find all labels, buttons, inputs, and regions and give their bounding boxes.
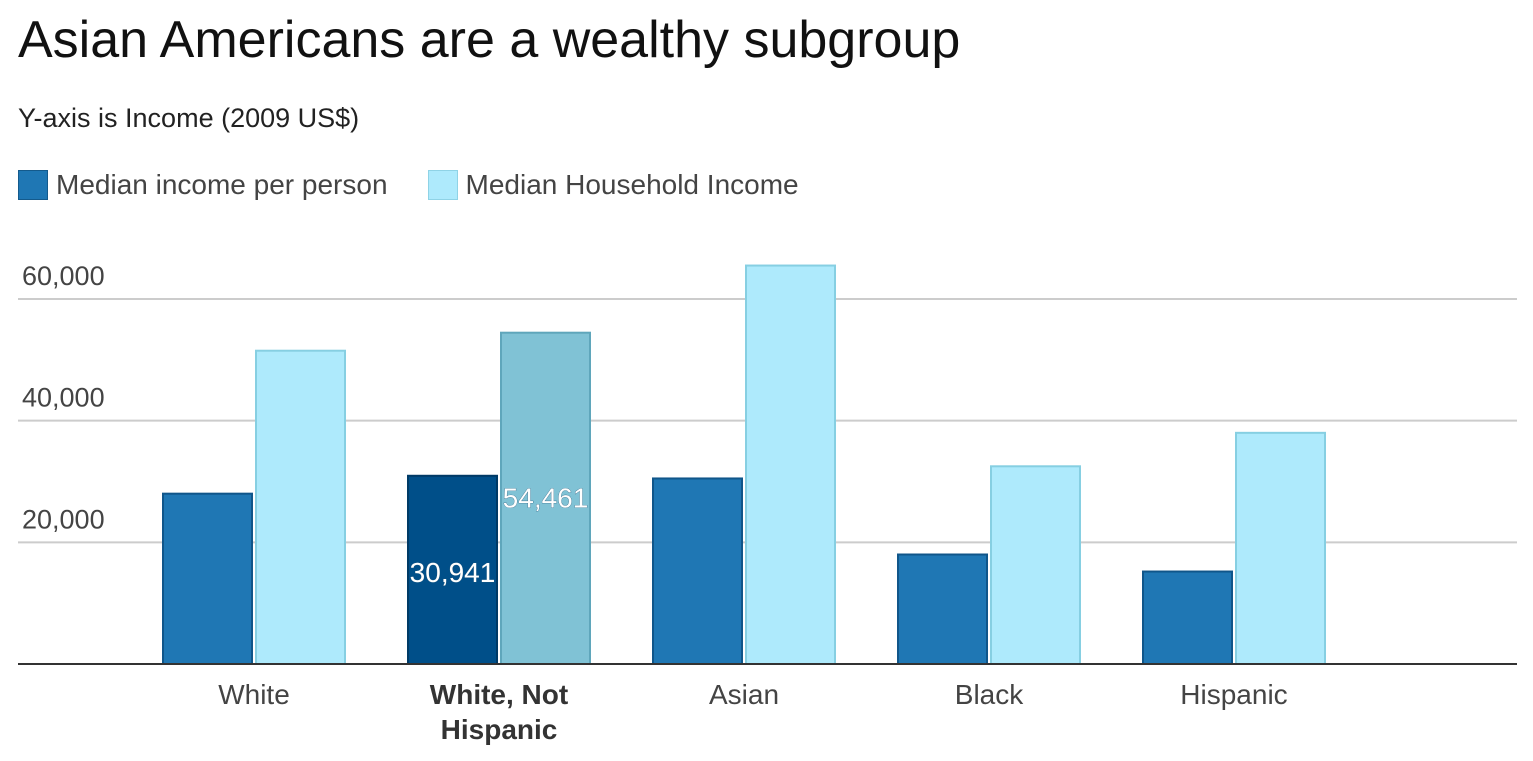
bar[interactable]: [162, 492, 253, 665]
chart-title: Asian Americans are a wealthy subgroup: [18, 11, 961, 69]
legend: Median income per person Median Househol…: [18, 168, 839, 202]
bar[interactable]: [1142, 570, 1233, 665]
chart-subtitle: Y-axis is Income (2009 US$): [18, 103, 360, 133]
x-tick-label: Asian: [709, 679, 779, 710]
legend-item-per-person[interactable]: Median income per person: [18, 169, 388, 201]
bar[interactable]: [255, 349, 346, 665]
bar[interactable]: [745, 264, 836, 665]
legend-swatch-per-person: [18, 170, 48, 200]
data-label: 54,461: [503, 483, 589, 514]
bar[interactable]: [897, 553, 988, 665]
legend-label-per-person: Median income per person: [56, 169, 388, 200]
y-tick-label: 40,000: [22, 383, 105, 413]
bar[interactable]: [652, 477, 743, 666]
data-label: 30,941: [410, 557, 496, 588]
x-tick-label: Black: [955, 679, 1024, 710]
y-tick-label: 20,000: [22, 504, 105, 534]
bar[interactable]: [990, 465, 1081, 665]
bar[interactable]: [500, 331, 591, 665]
legend-item-household[interactable]: Median Household Income: [427, 169, 799, 201]
x-tick-label: White, Not Hispanic: [430, 679, 568, 745]
bar[interactable]: [1235, 431, 1326, 666]
legend-swatch-household: [427, 170, 458, 200]
x-tick-label: White: [218, 679, 290, 710]
legend-label-household: Median Household Income: [465, 169, 799, 200]
x-tick-label: Hispanic: [1180, 679, 1287, 710]
bar[interactable]: [407, 474, 498, 665]
y-tick-label: 60,000: [22, 261, 105, 291]
